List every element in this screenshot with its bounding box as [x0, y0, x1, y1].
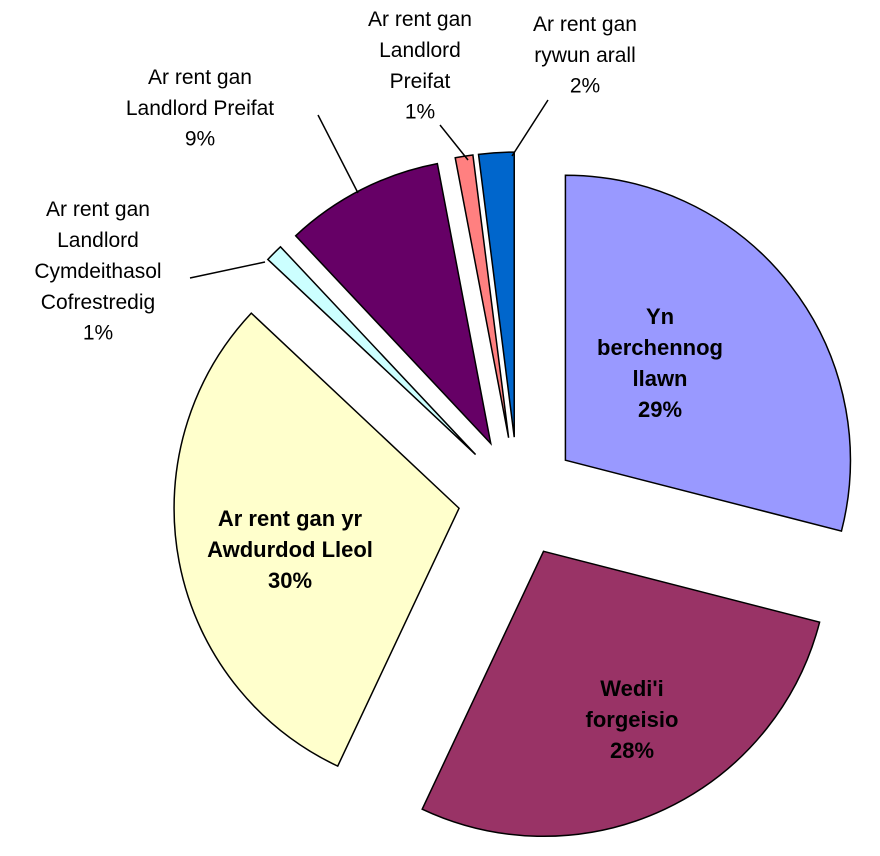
pie-slice	[294, 162, 492, 446]
slice-label: Ar rent gan Landlord Preifat	[368, 8, 472, 93]
leader-line	[439, 124, 469, 161]
leader-line	[317, 114, 359, 194]
leader-line	[511, 99, 549, 157]
value-label: 1%	[405, 101, 435, 124]
value-label: 9%	[185, 128, 215, 151]
value-label: 1%	[83, 322, 113, 345]
slice-label: Ar rent gan rywun arall	[533, 13, 637, 67]
value-label: 28%	[610, 738, 654, 763]
pie-slice	[266, 245, 477, 456]
slice-label: Ar rent gan Landlord Cymdeithasol Cofrestre…	[34, 198, 161, 314]
pie-slice	[173, 312, 460, 768]
value-label: 29%	[638, 397, 682, 422]
leader-line	[189, 261, 266, 279]
slice-label: Ar rent gan Landlord Preifat	[126, 66, 274, 120]
pie-slice	[454, 154, 510, 438]
slice-label: Ar rent gan yr Awdurdod Lleol	[207, 506, 373, 562]
pie-slice	[421, 550, 821, 838]
value-label: 30%	[268, 568, 312, 593]
pie-slice	[564, 174, 852, 533]
value-label: 2%	[570, 75, 600, 98]
slice-label: Yn berchennog llawn	[597, 304, 723, 391]
slice-label: Wedi'i forgeisio	[586, 676, 679, 732]
